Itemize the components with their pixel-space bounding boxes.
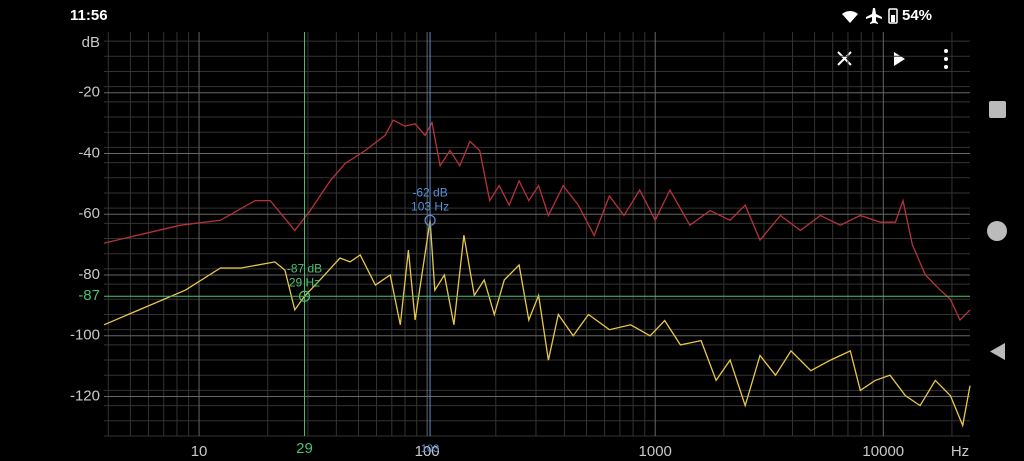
x-axis-label: Hz bbox=[951, 443, 969, 460]
x-tick-label: 10 bbox=[191, 443, 208, 460]
cursor-db-label: -87 dB bbox=[287, 261, 322, 275]
wifi-icon bbox=[842, 10, 858, 23]
menu-button[interactable] bbox=[944, 49, 948, 69]
cursor-db-label: -62 dB bbox=[412, 186, 447, 200]
cursor-x-axis-label: 103 bbox=[421, 443, 439, 455]
nav-back[interactable] bbox=[990, 343, 1005, 360]
cursor-x-axis-label: 29 bbox=[296, 440, 313, 457]
y-tick-label: -120 bbox=[70, 387, 100, 404]
y-tick-label: -80 bbox=[78, 266, 100, 283]
x-tick-label: 100 bbox=[415, 443, 440, 460]
close-button[interactable] bbox=[837, 51, 852, 66]
plot-area: 10 100 1000 10000 -120 -100 -80 -60 -40 -20 Hz dB -8… bbox=[70, 32, 971, 460]
battery-icon bbox=[888, 8, 898, 24]
y-tick-label: -40 bbox=[78, 144, 100, 161]
battery-level bbox=[891, 15, 895, 22]
nav-home[interactable] bbox=[987, 221, 1007, 241]
x-tick-label: 1000 bbox=[639, 443, 672, 460]
y-tick-label: -100 bbox=[70, 327, 100, 344]
cursor-hz-label: 103 Hz bbox=[411, 200, 449, 214]
y-tick-label: -60 bbox=[78, 205, 100, 222]
cursor-y-axis-label: -87 bbox=[78, 287, 100, 304]
status-time: 11:56 bbox=[70, 7, 108, 24]
y-tick-label: -20 bbox=[78, 84, 100, 101]
y-axis-label: dB bbox=[82, 34, 100, 51]
battery-percent: 54% bbox=[902, 7, 932, 24]
airplane-icon bbox=[866, 8, 882, 24]
cursor-point bbox=[298, 290, 311, 302]
cursor-hz-label: 29 Hz bbox=[289, 275, 320, 289]
x-tick-label: 10000 bbox=[862, 443, 904, 460]
spectrum-line bbox=[103, 220, 971, 428]
nav-recents[interactable] bbox=[989, 101, 1006, 118]
cursor-point bbox=[424, 214, 436, 226]
spectrum-line bbox=[103, 119, 971, 322]
play-button[interactable] bbox=[894, 52, 905, 66]
